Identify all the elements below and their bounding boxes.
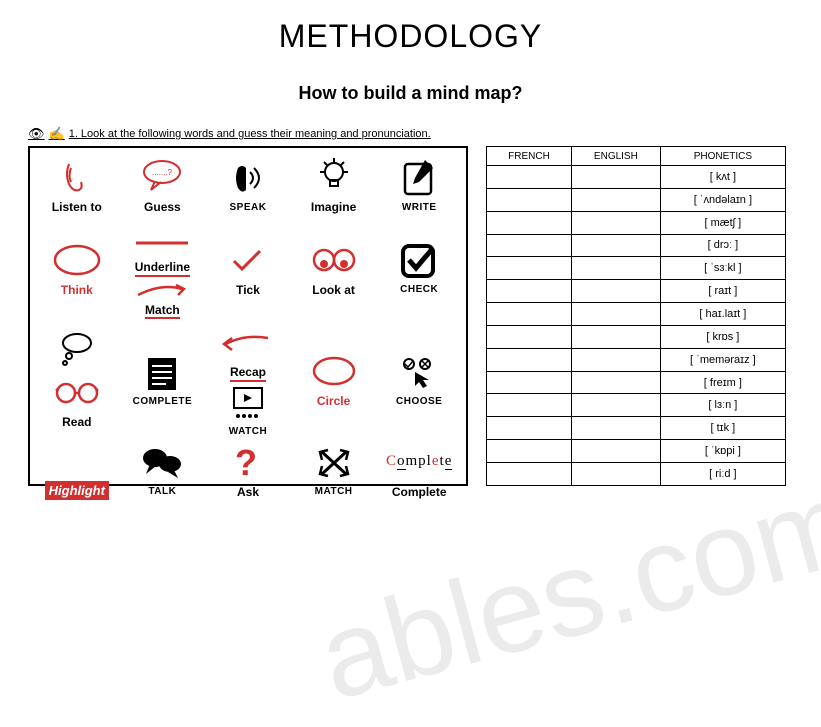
table-row: [ raɪt ] [487, 280, 786, 303]
table-cell: [ tɪk ] [660, 417, 785, 440]
grid-cell: Imagine [293, 156, 375, 214]
table-row: [ ˈsɜːkl ] [487, 257, 786, 280]
grid-cell: TALK [122, 439, 204, 500]
table-cell: [ lɜːn ] [660, 394, 785, 417]
table-cell [572, 371, 661, 394]
grid-cell: ?Ask [207, 439, 289, 500]
table-cell [487, 462, 572, 485]
table-cell: [ ˈʌndəlaɪn ] [660, 188, 785, 211]
grid-cell: SPEAK [207, 156, 289, 214]
grid-cell: CHOOSE [378, 321, 460, 437]
table-cell [487, 166, 572, 189]
table-cell [572, 417, 661, 440]
table-cell: [ drɔː ] [660, 234, 785, 257]
table-cell [487, 440, 572, 463]
write-icon: ✍ [49, 126, 65, 142]
table-cell [572, 188, 661, 211]
grid-cell: Listen to [36, 156, 118, 214]
table-cell [572, 166, 661, 189]
table-cell [572, 303, 661, 326]
table-row: [ haɪ.laɪt ] [487, 303, 786, 326]
grid-cell: Look at [293, 216, 375, 319]
table-cell: [ ˈmeməraɪz ] [660, 348, 785, 371]
page-subtitle: How to build a mind map? [0, 83, 821, 104]
table-cell [572, 440, 661, 463]
grid-cell: COMPLETE [122, 321, 204, 437]
grid-cell: UnderlineMatch [122, 216, 204, 319]
table-row: [ ˈmeməraɪz ] [487, 348, 786, 371]
table-row: [ freɪm ] [487, 371, 786, 394]
table-cell: [ krɒs ] [660, 325, 785, 348]
table-cell [572, 348, 661, 371]
instruction-line: 👁 ✍ 1. Look at the following words and g… [28, 126, 821, 142]
table-cell [487, 234, 572, 257]
table-cell [487, 325, 572, 348]
table-cell [572, 234, 661, 257]
table-cell [487, 188, 572, 211]
grid-cell: CHECK [378, 216, 460, 319]
table-cell [572, 211, 661, 234]
table-cell [572, 394, 661, 417]
eye-icon: 👁 [28, 126, 45, 142]
table-cell [487, 211, 572, 234]
table-cell [487, 394, 572, 417]
table-cell [572, 325, 661, 348]
table-cell: [ mætʃ ] [660, 211, 785, 234]
content-row: Listen to.......?GuessSPEAKImagineWRITE T… [0, 146, 821, 486]
table-header: FRENCH [487, 147, 572, 166]
table-cell [487, 371, 572, 394]
grid-cell: Think [36, 216, 118, 319]
icon-grid: Listen to.......?GuessSPEAKImagineWRITE T… [28, 146, 468, 486]
table-row: [ ˈʌndəlaɪn ] [487, 188, 786, 211]
table-row: [ kʌt ] [487, 166, 786, 189]
table-row: [ krɒs ] [487, 325, 786, 348]
grid-cell: WRITE [378, 156, 460, 214]
grid-cell: RecapWATCH [207, 321, 289, 437]
table-header: ENGLISH [572, 147, 661, 166]
table-cell: [ ˈsɜːkl ] [660, 257, 785, 280]
grid-cell: CompleteComplete [378, 439, 460, 500]
grid-cell: .......?Guess [122, 156, 204, 214]
table-cell [487, 257, 572, 280]
table-cell [487, 417, 572, 440]
grid-cell: Tick [207, 216, 289, 319]
page-title: METHODOLOGY [0, 18, 821, 55]
table-cell: [ ˈkɒpi ] [660, 440, 785, 463]
grid-cell: Circle [293, 321, 375, 437]
svg-text:?: ? [235, 442, 257, 483]
table-row: [ lɜːn ] [487, 394, 786, 417]
table-cell [487, 348, 572, 371]
table-row: [ ˈkɒpi ] [487, 440, 786, 463]
table-cell: [ freɪm ] [660, 371, 785, 394]
table-row: [ drɔː ] [487, 234, 786, 257]
instruction-text: 1. Look at the following words and guess… [69, 128, 431, 140]
svg-text:.......?: .......? [152, 168, 173, 177]
table-cell [572, 280, 661, 303]
phonetics-table: FRENCHENGLISHPHONETICS [ kʌt ][ ˈʌndəlaɪ… [486, 146, 786, 486]
table-cell [487, 280, 572, 303]
table-header: PHONETICS [660, 147, 785, 166]
grid-cell: Read [36, 321, 118, 437]
table-row: [ riːd ] [487, 462, 786, 485]
table-row: [ tɪk ] [487, 417, 786, 440]
table-cell [572, 462, 661, 485]
table-cell: [ riːd ] [660, 462, 785, 485]
table-cell [487, 303, 572, 326]
table-cell: [ kʌt ] [660, 166, 785, 189]
grid-cell: Highlight [36, 439, 118, 500]
grid-cell: MATCH [293, 439, 375, 500]
table-row: [ mætʃ ] [487, 211, 786, 234]
table-cell: [ haɪ.laɪt ] [660, 303, 785, 326]
table-cell: [ raɪt ] [660, 280, 785, 303]
table-cell [572, 257, 661, 280]
